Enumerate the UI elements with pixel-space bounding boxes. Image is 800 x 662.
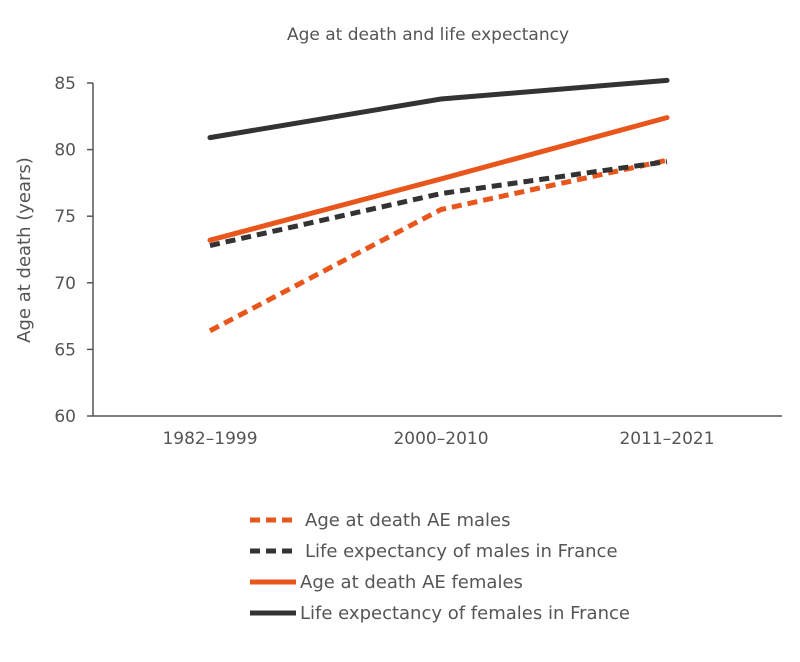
chart-title: Age at death and life expectancy bbox=[287, 25, 569, 45]
x-tick-label: 2011–2021 bbox=[619, 429, 714, 449]
series-line-1 bbox=[209, 159, 668, 248]
y-tick-label: 85 bbox=[54, 74, 76, 94]
y-tick-label: 75 bbox=[54, 207, 76, 227]
y-tick-label: 60 bbox=[54, 407, 76, 427]
y-tick-label: 65 bbox=[54, 340, 76, 360]
y-axis-label: Age at death (years) bbox=[14, 157, 35, 343]
legend-label: Life expectancy of females in France bbox=[300, 603, 630, 624]
y-tick-label: 70 bbox=[54, 274, 76, 294]
series-line-0 bbox=[208, 157, 668, 333]
legend-label: Age at death AE females bbox=[300, 572, 523, 593]
x-tick-label: 1982–1999 bbox=[162, 429, 257, 449]
x-tick-label: 2000–2010 bbox=[393, 429, 488, 449]
series-line-3 bbox=[207, 77, 670, 141]
legend-label: Age at death AE males bbox=[305, 510, 511, 531]
legend-label: Life expectancy of males in France bbox=[305, 541, 618, 562]
series-line-2 bbox=[207, 115, 670, 243]
y-tick-label: 80 bbox=[54, 141, 76, 161]
